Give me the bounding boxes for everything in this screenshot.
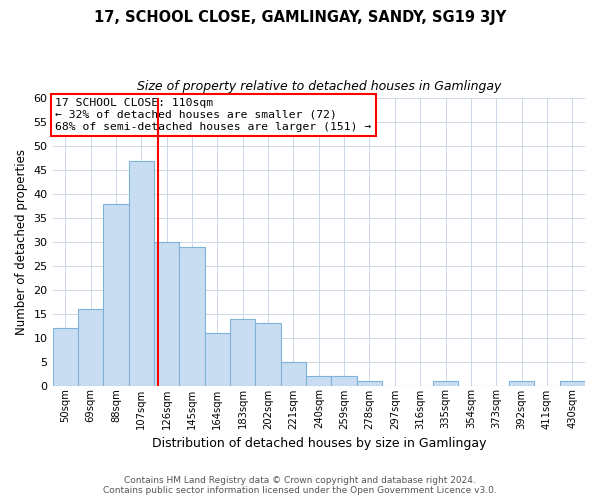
Text: 17 SCHOOL CLOSE: 110sqm
← 32% of detached houses are smaller (72)
68% of semi-de: 17 SCHOOL CLOSE: 110sqm ← 32% of detache…	[55, 98, 371, 132]
Bar	[154, 242, 179, 386]
Bar	[103, 204, 128, 386]
Bar	[357, 380, 382, 386]
Bar	[128, 160, 154, 386]
Title: Size of property relative to detached houses in Gamlingay: Size of property relative to detached ho…	[137, 80, 501, 93]
Bar	[509, 380, 534, 386]
Bar	[53, 328, 78, 386]
Bar	[230, 318, 256, 386]
Bar	[78, 309, 103, 386]
Y-axis label: Number of detached properties: Number of detached properties	[15, 149, 28, 335]
Bar	[256, 324, 281, 386]
Text: Contains HM Land Registry data © Crown copyright and database right 2024.
Contai: Contains HM Land Registry data © Crown c…	[103, 476, 497, 495]
Bar	[331, 376, 357, 386]
Text: 17, SCHOOL CLOSE, GAMLINGAY, SANDY, SG19 3JY: 17, SCHOOL CLOSE, GAMLINGAY, SANDY, SG19…	[94, 10, 506, 25]
Bar	[306, 376, 331, 386]
Bar	[179, 246, 205, 386]
Bar	[560, 380, 585, 386]
X-axis label: Distribution of detached houses by size in Gamlingay: Distribution of detached houses by size …	[152, 437, 486, 450]
Bar	[205, 333, 230, 386]
Bar	[281, 362, 306, 386]
Bar	[433, 380, 458, 386]
